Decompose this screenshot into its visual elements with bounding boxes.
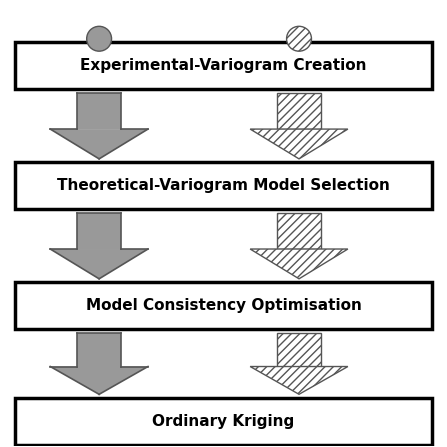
Bar — [77, 93, 121, 129]
Bar — [15, 283, 432, 329]
Bar — [15, 162, 432, 209]
Text: Theoretical-Variogram Model Selection: Theoretical-Variogram Model Selection — [57, 178, 390, 193]
Polygon shape — [250, 367, 348, 394]
Text: Experimental-Variogram Creation: Experimental-Variogram Creation — [80, 58, 367, 73]
Polygon shape — [250, 249, 348, 279]
Polygon shape — [50, 249, 148, 279]
Bar — [277, 93, 321, 129]
Polygon shape — [50, 129, 148, 159]
Polygon shape — [250, 129, 348, 159]
Polygon shape — [50, 367, 148, 394]
Circle shape — [87, 26, 112, 51]
Text: Model Consistency Optimisation: Model Consistency Optimisation — [85, 298, 362, 313]
Bar — [15, 398, 432, 444]
Bar — [277, 213, 321, 249]
Circle shape — [287, 26, 312, 51]
Bar — [77, 333, 121, 367]
Bar — [277, 333, 321, 367]
Bar — [77, 213, 121, 249]
Bar — [15, 42, 432, 89]
Text: Ordinary Kriging: Ordinary Kriging — [152, 413, 295, 429]
